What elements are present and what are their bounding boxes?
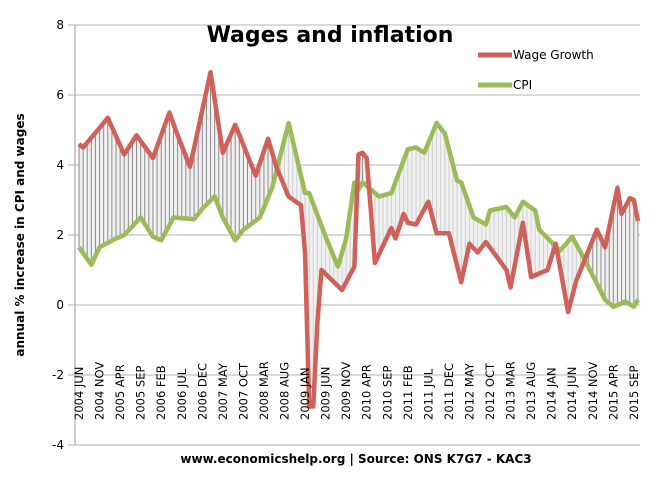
y-tick-labels: 8 6 4 2 0 -2 -4 xyxy=(52,18,64,452)
x-tick-label: 2014 JUN xyxy=(565,367,579,420)
x-tick-label: 2007 OCT xyxy=(236,362,250,420)
legend: Wage Growth CPI xyxy=(478,48,594,92)
x-tick-labels: 2004 JUN 2004 NOV 2005 APR 2005 SEP 2006 FEB… xyxy=(72,361,641,420)
y-tick-label: -2 xyxy=(52,368,64,382)
x-tick-label: 2005 APR xyxy=(113,364,127,420)
y-tick-label: 8 xyxy=(56,18,64,32)
x-tick-label: 2010 SEP xyxy=(380,366,394,420)
y-tick-label: -4 xyxy=(52,438,64,452)
source-note: www.economicshelp.org | Source: ONS K7G7… xyxy=(180,452,531,466)
x-tick-label: 2008 MAR xyxy=(257,361,271,420)
x-tick-label: 2008 AUG xyxy=(278,362,292,420)
y-tick-label: 4 xyxy=(56,158,64,172)
chart-title: Wages and inflation xyxy=(207,23,454,48)
x-tick-label: 2012 MAY xyxy=(462,362,476,420)
x-tick-label: 2015 SEP xyxy=(627,366,641,420)
y-tick-label: 0 xyxy=(56,298,64,312)
x-tick-label: 2006 DEC xyxy=(195,363,209,420)
x-tick-label: 2012 OCT xyxy=(483,362,497,420)
x-tick-label: 2011 JUL xyxy=(421,368,435,420)
x-tick-label: 2005 SEP xyxy=(134,366,148,420)
x-tick-label: 2006 JUL xyxy=(175,368,189,420)
x-tick-label: 2011 FEB xyxy=(401,365,415,420)
x-tick-label: 2014 NOV xyxy=(586,362,600,420)
x-tick-label: 2009 JAN xyxy=(298,367,312,420)
x-tick-label: 2013 AUG xyxy=(524,362,538,420)
legend-label-cpi: CPI xyxy=(513,78,532,92)
x-tick-label: 2014 JAN xyxy=(545,367,559,420)
x-tick-label: 2009 JUN xyxy=(319,367,333,420)
x-tick-label: 2004 JUN xyxy=(72,367,86,420)
y-tick-label: 2 xyxy=(56,228,64,242)
series-lines xyxy=(77,70,641,409)
wage-growth-line xyxy=(77,70,641,409)
x-tick-label: 2011 DEC xyxy=(442,363,456,420)
y-axis-label: annual % increase in CPI and wages xyxy=(13,113,27,356)
y-tick-label: 6 xyxy=(56,88,64,102)
x-tick-label: 2015 APR xyxy=(606,364,620,420)
x-tick-label: 2009 NOV xyxy=(339,362,353,420)
x-tick-label: 2007 MAY xyxy=(216,362,230,420)
x-tick-label: 2010 APR xyxy=(360,364,374,420)
legend-label-wage: Wage Growth xyxy=(513,48,594,62)
x-tick-label: 2006 FEB xyxy=(154,365,168,420)
x-tick-label: 2004 NOV xyxy=(93,362,107,420)
x-tick-label: 2013 MAR xyxy=(504,361,518,420)
